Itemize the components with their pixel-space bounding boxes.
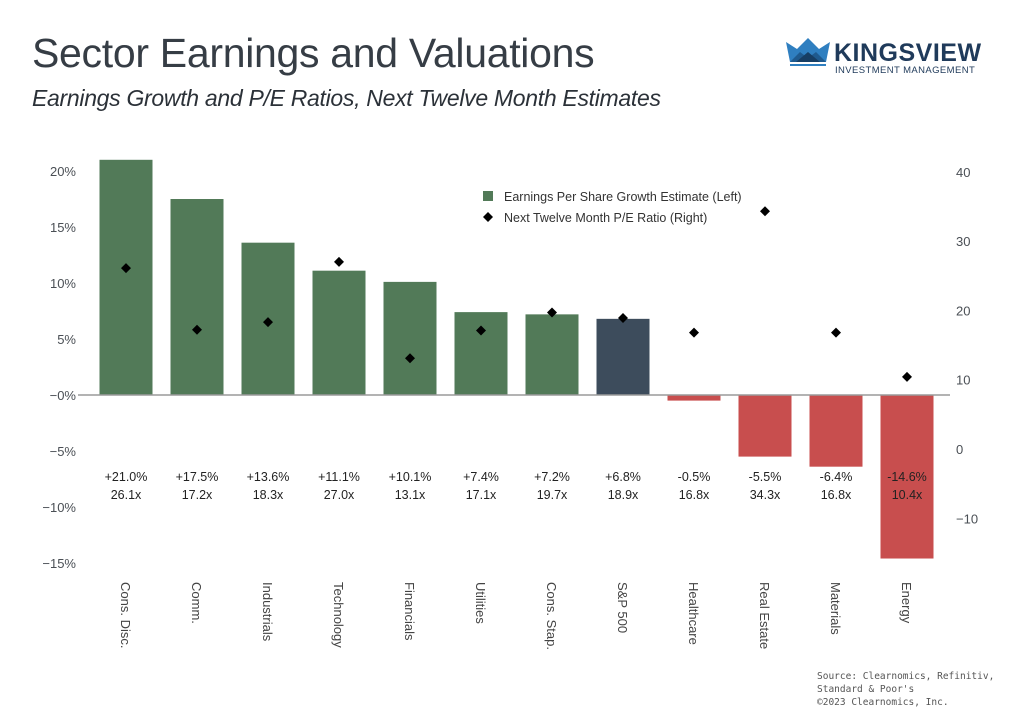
pe-label: 34.3x — [750, 488, 781, 502]
category-label: Energy — [899, 582, 914, 624]
category-label: Industrials — [260, 582, 275, 642]
category-label: S&P 500 — [615, 582, 630, 633]
right-tick-label: 0 — [956, 442, 963, 457]
pe-label: 26.1x — [111, 488, 142, 502]
bar-technology — [312, 270, 366, 395]
left-tick-label: 5% — [57, 332, 76, 347]
category-labels: Cons. Disc. Comm. Industrials Technology Fin… — [118, 582, 914, 650]
bar-series — [99, 159, 934, 559]
bar-healthcare — [667, 395, 721, 401]
growth-label: +6.8% — [605, 470, 641, 484]
growth-label: +17.5% — [176, 470, 219, 484]
crown-icon — [786, 38, 830, 66]
right-tick-label: 30 — [956, 234, 970, 249]
category-label: Utilities — [473, 582, 488, 624]
right-tick-label: −10 — [956, 511, 978, 526]
pe-label: 17.2x — [182, 488, 213, 502]
pe-marker — [121, 263, 131, 274]
pe-marker — [192, 324, 202, 335]
pe-marker-series — [121, 206, 912, 382]
bar-cons-disc- — [99, 159, 153, 395]
category-label: Cons. Disc. — [118, 582, 133, 648]
pe-label: 13.1x — [395, 488, 426, 502]
legend-label-diamond: Next Twelve Month P/E Ratio (Right) — [504, 211, 707, 225]
category-label: Materials — [828, 582, 843, 635]
pe-marker — [405, 353, 415, 364]
category-label: Healthcare — [686, 582, 701, 645]
pe-label: 16.8x — [821, 488, 852, 502]
category-label: Financials — [402, 582, 417, 641]
bar-s-p-500 — [596, 318, 650, 395]
bar-cons-stap- — [525, 314, 579, 395]
pe-label: 27.0x — [324, 488, 355, 502]
left-tick-label: 10% — [50, 276, 76, 291]
kingsview-logo: KINGSVIEW INVESTMENT MANAGEMENT — [786, 38, 981, 78]
growth-label: +7.4% — [463, 470, 499, 484]
pe-marker — [831, 327, 841, 338]
growth-label: -14.6% — [887, 470, 927, 484]
pe-marker — [689, 327, 699, 338]
pe-marker — [618, 313, 628, 324]
category-label: Real Estate — [757, 582, 772, 649]
category-label: Technology — [331, 582, 346, 648]
right-axis: 40 30 20 10 0 −10 — [956, 165, 978, 526]
right-tick-label: 20 — [956, 303, 970, 318]
pe-label: 16.8x — [679, 488, 710, 502]
growth-label: +10.1% — [389, 470, 432, 484]
legend: Earnings Per Share Growth Estimate (Left… — [483, 190, 742, 225]
growth-label: -0.5% — [678, 470, 711, 484]
left-tick-label: −0% — [50, 388, 77, 403]
pe-marker — [547, 307, 557, 318]
pe-label: 10.4x — [892, 488, 923, 502]
bar-financials — [383, 281, 437, 395]
growth-label: -6.4% — [820, 470, 853, 484]
bar-real-estate — [738, 395, 792, 457]
left-tick-label: 20% — [50, 164, 76, 179]
pe-marker — [476, 325, 486, 336]
bar-comm- — [170, 199, 224, 395]
page-subtitle: Earnings Growth and P/E Ratios, Next Twe… — [32, 85, 661, 111]
pe-marker — [902, 371, 912, 382]
logo-tagline: INVESTMENT MANAGEMENT — [835, 65, 976, 76]
left-axis: 20% 15% 10% 5% −0% −5% −10% −15% — [42, 164, 76, 571]
pe-label: 18.9x — [608, 488, 639, 502]
pe-label: 19.7x — [537, 488, 568, 502]
category-label: Cons. Stap. — [544, 582, 559, 650]
bar-energy — [880, 395, 934, 559]
growth-label: +7.2% — [534, 470, 570, 484]
left-tick-label: 15% — [50, 220, 76, 235]
growth-label: -5.5% — [749, 470, 782, 484]
category-label: Comm. — [189, 582, 204, 624]
page-title: Sector Earnings and Valuations — [32, 30, 595, 76]
legend-swatch-diamond — [483, 212, 493, 222]
value-labels: +21.0% 26.1x +17.5% 17.2x +13.6% 18.3x +11.1% 2… — [105, 470, 927, 502]
pe-label: 18.3x — [253, 488, 284, 502]
legend-swatch-bar — [483, 191, 493, 201]
legend-label-bar: Earnings Per Share Growth Estimate (Left… — [504, 190, 742, 204]
right-tick-label: 40 — [956, 165, 970, 180]
growth-label: +21.0% — [105, 470, 148, 484]
growth-label: +11.1% — [318, 470, 360, 484]
pe-label: 17.1x — [466, 488, 497, 502]
bar-materials — [809, 395, 863, 467]
growth-label: +13.6% — [247, 470, 290, 484]
right-tick-label: 10 — [956, 373, 970, 388]
pe-marker — [760, 206, 770, 217]
left-tick-label: −5% — [50, 444, 77, 459]
bar-utilities — [454, 312, 508, 395]
pe-marker — [263, 317, 273, 328]
logo-name: KINGSVIEW — [834, 39, 982, 67]
left-tick-label: −10% — [42, 500, 76, 515]
source-note: Source: Clearnomics, Refinitiv, Standard… — [817, 671, 995, 708]
left-tick-label: −15% — [42, 556, 76, 571]
pe-marker — [334, 256, 344, 267]
